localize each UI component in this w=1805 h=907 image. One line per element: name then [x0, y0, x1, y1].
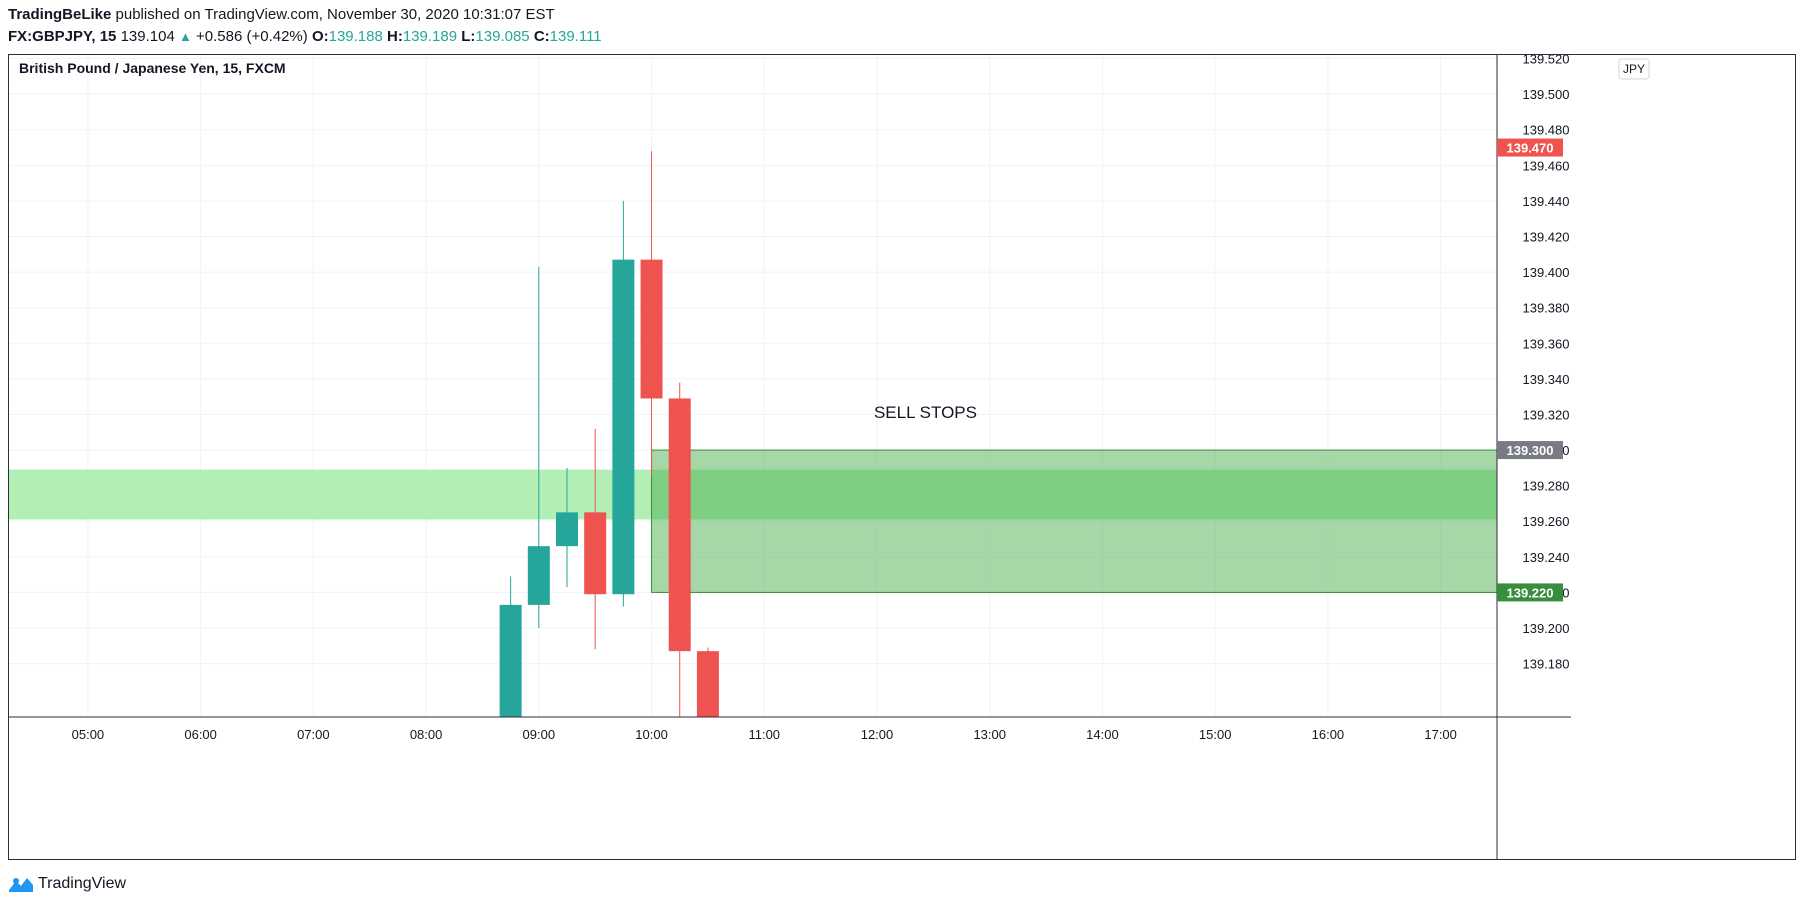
symbol: FX:GBPJPY, 15	[8, 28, 117, 45]
candle-body[interactable]	[668, 398, 691, 652]
close-value: 139.111	[549, 28, 602, 45]
low-label: L:	[461, 28, 476, 45]
ohlc-line: FX:GBPJPY, 15 139.104 ▲ +0.586 (+0.42%) …	[8, 26, 1788, 48]
y-tick-label: 139.520	[1523, 55, 1570, 67]
sell-stops-annotation[interactable]: SELL STOPS	[874, 403, 977, 422]
candle-body[interactable]	[556, 512, 578, 547]
y-tick-label: 139.240	[1523, 550, 1570, 565]
x-tick-label: 11:00	[748, 727, 780, 742]
publish-line: TradingBeLike published on TradingView.c…	[8, 4, 1788, 26]
x-tick-label: 12:00	[861, 727, 894, 742]
open-value: 139.188	[328, 28, 383, 45]
x-tick-label: 15:00	[1199, 727, 1232, 742]
published-text: published on TradingView.com, November 3…	[115, 6, 555, 23]
close-label: C:	[533, 28, 550, 45]
chart-frame[interactable]: SELL STOPS 139.520 139.500 139.480 139.460 1…	[8, 54, 1796, 860]
sell-stops-box[interactable]	[651, 449, 1498, 593]
y-tick-label: 139.180	[1523, 657, 1570, 672]
y-tick-label: 139.320	[1523, 407, 1570, 422]
x-tick-label: 17:00	[1424, 727, 1457, 742]
high-label: H:	[387, 28, 403, 45]
candle-body[interactable]	[640, 259, 663, 399]
price-change: +0.586 (+0.42%)	[196, 28, 308, 45]
price-label-tag	[1497, 583, 1563, 602]
x-tick-label: 05:00	[72, 727, 105, 742]
high-value: 139.189	[402, 28, 458, 45]
x-tick-label: 13:00	[973, 727, 1006, 742]
y-tick-label: 139.500	[1523, 87, 1570, 102]
candle-body[interactable]	[696, 651, 719, 717]
currency-badge[interactable]: JPY	[1618, 58, 1650, 80]
open-label: O:	[311, 28, 329, 45]
price-chart[interactable]: SELL STOPS 139.520 139.500 139.480 139.460 1…	[9, 55, 1795, 859]
chart-title: British Pound / Japanese Yen, 15, FXCM	[19, 60, 286, 76]
low-value: 139.085	[475, 28, 530, 45]
x-tick-label: 06:00	[184, 727, 217, 742]
price-label-tag	[1497, 441, 1563, 460]
y-tick-label: 139.280	[1523, 479, 1570, 494]
x-tick-label: 16:00	[1312, 727, 1345, 742]
up-arrow-icon: ▲	[178, 29, 192, 44]
y-tick-label: 139.460	[1523, 158, 1570, 173]
footer: TradingView	[8, 870, 126, 898]
y-tick-label: 139.260	[1523, 514, 1570, 529]
y-tick-label: 139.400	[1523, 265, 1570, 280]
y-tick-label: 139.200	[1523, 621, 1570, 636]
price-label-text: 139.220	[1507, 585, 1554, 600]
last-price: 139.104	[120, 28, 175, 45]
candle-body[interactable]	[584, 512, 607, 595]
x-tick-label: 08:00	[410, 727, 443, 742]
x-tick-label: 14:00	[1086, 727, 1119, 742]
candle-body[interactable]	[527, 546, 550, 605]
tradingview-logo-icon[interactable]	[8, 875, 34, 893]
price-label-text: 139.300	[1507, 443, 1554, 458]
y-tick-label: 139.440	[1523, 194, 1570, 209]
candle-body[interactable]	[612, 259, 635, 595]
publisher-name[interactable]: TradingBeLike	[8, 6, 112, 23]
y-tick-label: 139.360	[1523, 336, 1570, 351]
x-tick-label: 09:00	[523, 727, 556, 742]
price-label-tag	[1497, 138, 1563, 157]
candle-body[interactable]	[499, 604, 522, 717]
y-tick-label: 139.340	[1523, 372, 1570, 387]
currency-label: JPY	[1623, 62, 1645, 76]
y-tick-label: 139.480	[1523, 123, 1570, 138]
x-tick-label: 10:00	[635, 727, 668, 742]
chart-header: TradingBeLike published on TradingView.c…	[8, 4, 1788, 48]
price-label-text: 139.470	[1507, 141, 1554, 156]
footer-brand[interactable]: TradingView	[38, 875, 127, 892]
y-tick-label: 139.420	[1523, 230, 1570, 245]
y-tick-label: 139.380	[1523, 301, 1570, 316]
x-tick-label: 07:00	[297, 727, 330, 742]
